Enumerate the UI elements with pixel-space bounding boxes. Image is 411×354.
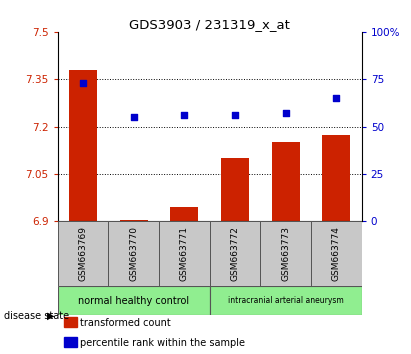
Bar [272,142,300,221]
Point [232,113,238,118]
Bar [170,207,198,221]
Bar [311,221,362,286]
Bar [120,220,148,221]
Bar [108,221,159,286]
Bar [260,221,311,286]
Bar [159,221,210,286]
Point [282,110,289,116]
Point [181,113,187,118]
Text: GSM663771: GSM663771 [180,227,189,281]
Bar [221,158,249,221]
Bar [322,135,350,221]
Text: GSM663770: GSM663770 [129,227,138,281]
Text: GSM663772: GSM663772 [231,227,240,281]
Bar [64,337,77,347]
Text: normal healthy control: normal healthy control [78,296,189,306]
Text: intracranial arterial aneurysm: intracranial arterial aneurysm [228,296,344,305]
Bar [58,286,210,315]
Text: GSM663769: GSM663769 [79,227,88,281]
Bar [210,221,260,286]
Bar [69,70,97,221]
Text: GSM663774: GSM663774 [332,227,341,281]
Point [80,80,86,86]
Point [130,114,137,120]
Bar [58,221,108,286]
Text: GSM663773: GSM663773 [281,227,290,281]
Point [333,95,339,101]
Text: percentile rank within the sample: percentile rank within the sample [81,338,245,348]
Bar [64,318,77,327]
Bar [210,286,362,315]
Text: disease state: disease state [4,311,69,321]
Text: ▶: ▶ [47,311,55,321]
Text: transformed count: transformed count [81,318,171,328]
Title: GDS3903 / 231319_x_at: GDS3903 / 231319_x_at [129,18,290,31]
